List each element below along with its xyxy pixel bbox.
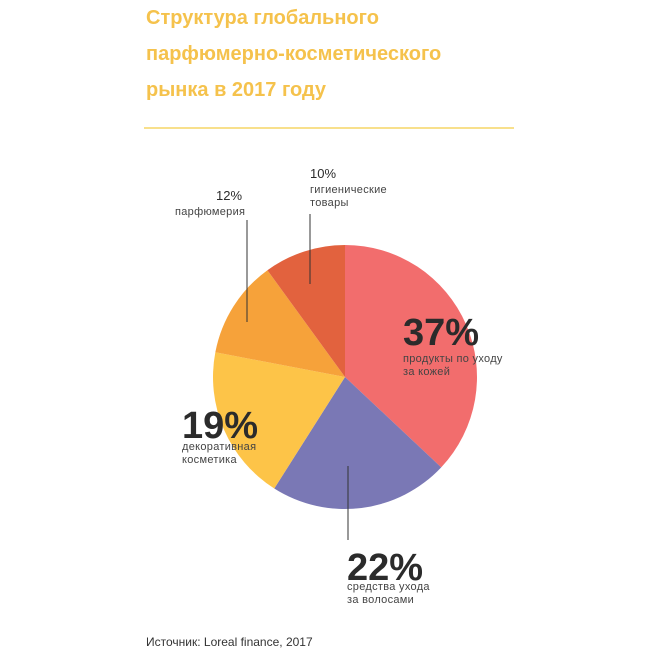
slice-percent-4: 12% [216, 188, 242, 203]
chart-title-line-1: Структура глобального [146, 7, 379, 29]
pie-slice-2 [274, 377, 442, 509]
slice-label-2-line-2: за волосами [347, 594, 414, 606]
slice-percent-2: 22% [347, 547, 423, 589]
chart-title-line-3: рынка в 2017 году [146, 79, 327, 101]
slice-percent-5: 10% [310, 166, 336, 181]
slice-label-5-line-1: гигиенические [310, 184, 387, 196]
pie-slice-3 [213, 352, 345, 489]
slice-label-3-line-2: косметика [182, 454, 238, 466]
slice-percent-3: 19% [182, 405, 258, 447]
source-note: Источник: Loreal finance, 2017 [146, 635, 313, 649]
chart-title-line-2: парфюмерно-косметического [146, 43, 442, 65]
leader-lines [246, 214, 349, 540]
slice-percent-1: 37% [403, 312, 479, 354]
title-divider [144, 127, 514, 129]
pie-slices [213, 245, 477, 509]
pie-slice-5 [267, 245, 345, 377]
slice-label-1-line-1: продукты по уходу [403, 353, 503, 365]
slice-label-4-line-1: парфюмерия [175, 206, 245, 218]
slice-label-5-line-2: товары [310, 197, 349, 209]
chart-title: Структура глобального парфюмерно-космети… [146, 0, 526, 108]
slice-label-2-line-1: средства ухода [347, 581, 430, 593]
slice-label-3-line-1: декоративная [182, 441, 256, 453]
slice-label-1-line-2: за кожей [403, 366, 450, 378]
pie-slice-1 [345, 245, 477, 468]
pie-slice-4 [215, 270, 345, 377]
